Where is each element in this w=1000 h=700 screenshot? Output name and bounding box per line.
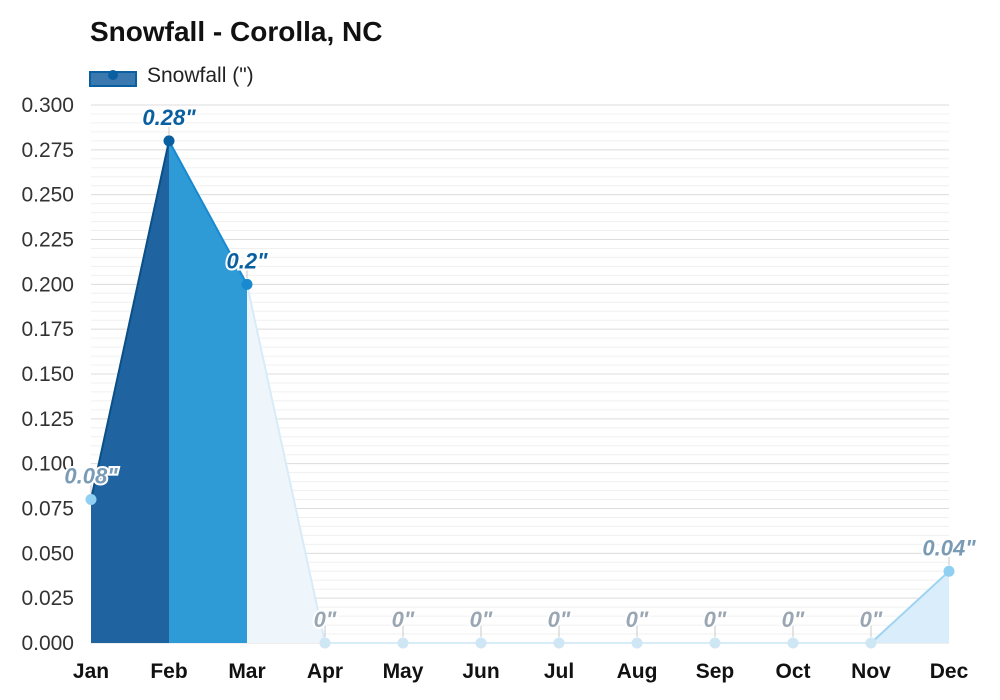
legend-marker	[108, 70, 118, 80]
data-label-may: 0"	[392, 607, 415, 632]
x-tick-label-jul: Jul	[544, 660, 574, 683]
legend: Snowfall (")	[89, 64, 254, 87]
data-point-dec	[943, 565, 955, 577]
data-point-jun	[475, 637, 487, 649]
data-label-jun: 0"	[470, 607, 493, 632]
y-tick-label: 0.125	[21, 408, 74, 431]
y-tick-label: 0.250	[21, 184, 74, 207]
y-tick-label: 0.200	[21, 273, 74, 296]
data-label-feb: 0.28"	[142, 105, 196, 130]
data-point-oct	[787, 637, 799, 649]
data-label-dec: 0.04"	[922, 535, 976, 560]
y-tick-label: 0.100	[21, 453, 74, 476]
series-lines	[90, 140, 950, 644]
area-segment-feb	[169, 140, 247, 643]
data-label-nov: 0"	[860, 607, 883, 632]
data-label-mar: 0.2"	[226, 248, 268, 273]
y-tick-label: 0.175	[21, 318, 74, 341]
series-line-segment-nov	[870, 570, 950, 644]
data-points	[85, 122, 955, 649]
x-tick-label-apr: Apr	[307, 660, 343, 683]
data-point-feb	[163, 135, 175, 147]
x-tick-label-oct: Oct	[775, 660, 810, 683]
x-tick-label-jan: Jan	[73, 660, 109, 683]
y-tick-label: 0.275	[21, 139, 74, 162]
x-tick-label-nov: Nov	[851, 660, 891, 683]
data-label-jan: 0.08"	[64, 464, 118, 489]
x-tick-label-mar: Mar	[228, 660, 265, 683]
y-tick-label: 0.150	[21, 363, 74, 386]
x-axis-ticks: Jan Feb Mar Apr May Jun Jul Aug Sep Oct Nov Dec	[73, 660, 969, 683]
y-tick-label: 0.025	[21, 587, 74, 610]
chart-title: Snowfall - Corolla, NC	[90, 16, 382, 47]
y-tick-label: 0.300	[21, 94, 74, 117]
y-axis-ticks: 0.000 0.025 0.050 0.075 0.100 0.125 0.150 0.175…	[21, 94, 74, 655]
y-tick-label: 0.050	[21, 542, 74, 565]
x-tick-label-may: May	[383, 660, 424, 683]
data-label-oct: 0"	[782, 607, 805, 632]
area-fills	[91, 140, 949, 643]
y-tick-label: 0.075	[21, 498, 74, 521]
data-label-apr: 0"	[314, 607, 337, 632]
x-tick-label-sep: Sep	[696, 660, 735, 683]
x-tick-label-dec: Dec	[930, 660, 969, 683]
series-line-segment-feb	[168, 140, 248, 285]
data-point-nov	[865, 637, 877, 649]
data-labels: 0.08" 0.28" 0.2" 0" 0" 0" 0" 0" 0" 0" 0" 0.04"	[62, 103, 978, 634]
data-point-jul	[553, 637, 565, 649]
y-tick-label: 0.000	[21, 632, 74, 655]
data-label-jul: 0"	[548, 607, 571, 632]
legend-label: Snowfall (")	[147, 64, 254, 87]
series-line-segment-mar	[246, 284, 326, 644]
data-point-sep	[709, 637, 721, 649]
data-point-aug	[631, 637, 643, 649]
series-line-segment-jan	[90, 140, 170, 500]
area-segment-jan	[91, 140, 169, 643]
data-point-mar	[241, 278, 253, 290]
x-tick-label-feb: Feb	[150, 660, 187, 683]
data-point-may	[397, 637, 409, 649]
x-tick-label-jun: Jun	[462, 660, 499, 683]
data-point-jan	[85, 494, 97, 506]
data-label-sep: 0"	[704, 607, 727, 632]
data-label-aug: 0"	[626, 607, 649, 632]
y-tick-label: 0.225	[21, 229, 74, 252]
x-tick-label-aug: Aug	[617, 660, 658, 683]
data-point-apr	[319, 637, 331, 649]
